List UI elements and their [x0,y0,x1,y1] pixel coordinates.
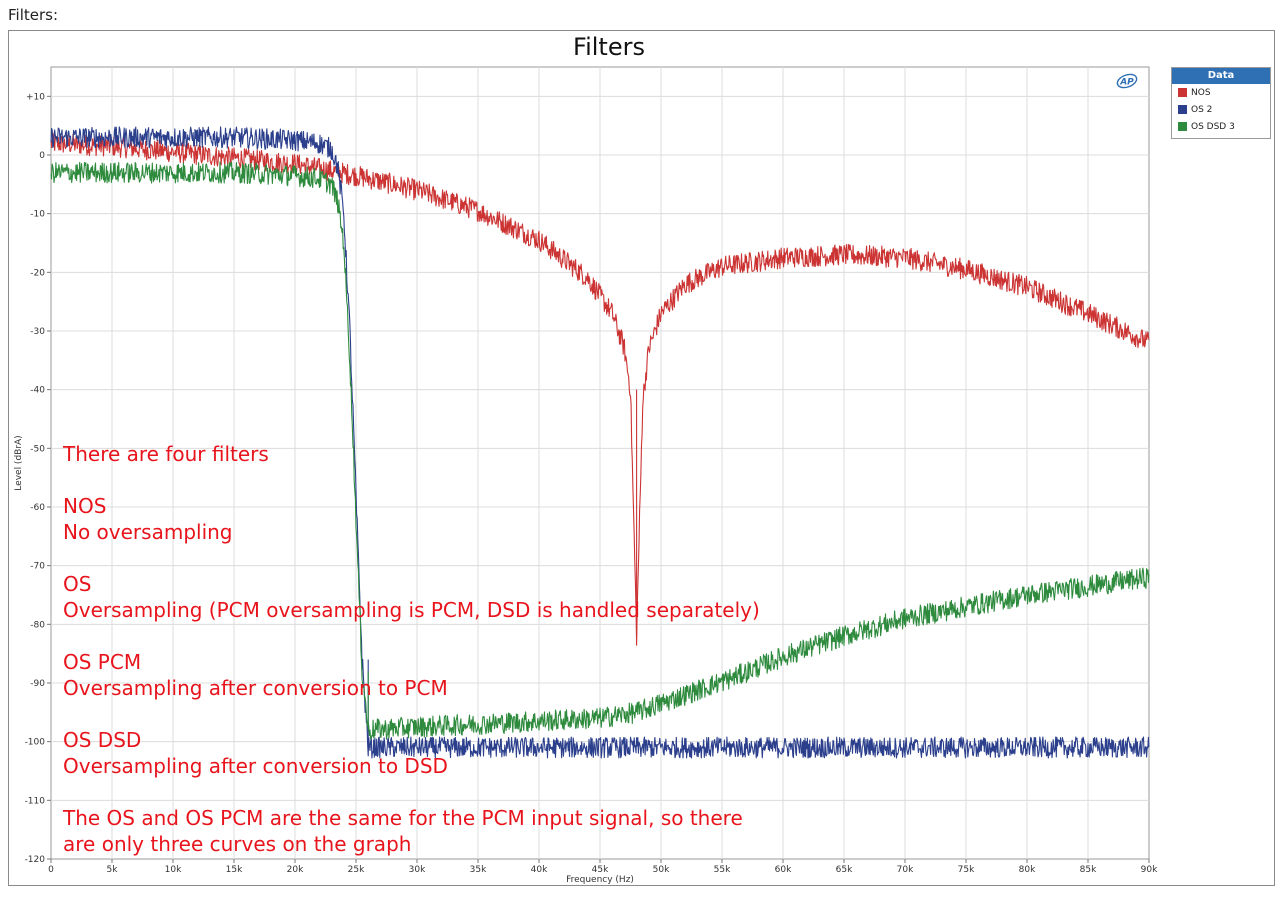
y-tick-label: -120 [25,855,46,865]
legend-item-os-dsd[interactable]: OS DSD 3 [1172,118,1270,135]
annotation-line: Oversampling after conversion to DSD [63,754,448,778]
series-layer [50,126,1150,759]
legend-item-os[interactable]: OS 2 [1172,101,1270,118]
x-tick-label: 50k [653,865,670,875]
series-line-os [50,126,1150,759]
y-axis-label: Level (dBrA) [14,435,24,490]
x-tick-label: 0 [48,865,54,875]
y-tick-label: -100 [25,738,46,748]
x-axis-label: Frequency (Hz) [566,875,634,885]
chart-legend: Data NOS OS 2 OS DSD 3 [1171,67,1271,139]
legend-swatch-os-dsd [1178,122,1187,131]
x-tick-label: 10k [165,865,182,875]
legend-label-os-dsd: OS DSD 3 [1191,121,1235,132]
y-tick-label: -80 [30,620,45,630]
y-tick-label: 0 [39,151,45,161]
chart-title: Filters [573,33,645,61]
x-tick-label: 90k [1141,865,1158,875]
chart-frame: Filters 0 5k 10k 15k 20k 25k 30k 35k 40k 45k 50k 55… [8,30,1275,886]
y-tick-label: -50 [30,444,45,454]
x-tick-label: 15k [226,865,243,875]
chart-plot: 0 5k 10k 15k 20k 25k 30k 35k 40k 45k 50k 55k 60k 65k 7… [14,66,1158,885]
x-tick-label: 25k [348,865,365,875]
annotation-line: Oversampling (PCM oversampling is PCM, D… [63,598,760,622]
y-tick-label: -30 [30,327,45,337]
annotation-line: OS DSD [63,728,142,752]
x-tick-label: 30k [409,865,426,875]
ap-logo-text: AP [1119,78,1134,88]
annotation-line: OS [63,572,92,596]
annotation-line: There are four filters [63,442,269,466]
annotation-line: No oversampling [63,520,233,544]
y-tick-label: -10 [30,210,45,220]
y-tick-label: -90 [30,679,45,689]
grid-layer [50,66,1150,860]
annotation-line [63,545,760,571]
x-tick-label: 60k [775,865,792,875]
y-tick-label: -70 [30,562,45,572]
annotation-line: The OS and OS PCM are the same for the P… [63,806,743,830]
x-tick-label: 5k [107,865,119,875]
y-tick-label: -40 [30,386,45,396]
annotation-line: are only three curves on the graph [63,832,412,856]
legend-swatch-os [1178,105,1187,114]
annotation-line: NOS [63,494,107,518]
annotation-line [63,467,760,493]
x-tick-label: 80k [1019,865,1036,875]
annotation-line [63,779,760,805]
x-tick-label: 65k [836,865,853,875]
y-tick-label: -110 [25,796,46,806]
series-line-nos [50,132,1150,646]
legend-swatch-nos [1178,88,1187,97]
x-tick-label: 75k [958,865,975,875]
x-tick-label: 45k [592,865,609,875]
x-tick-label: 70k [897,865,914,875]
legend-item-nos[interactable]: NOS [1172,84,1270,101]
y-tick-label: -20 [30,268,45,278]
series-line-os-dsd [50,161,1150,740]
x-tick-label: 85k [1080,865,1097,875]
ap-logo: AP [1116,73,1138,89]
x-tick-label: 20k [287,865,304,875]
annotation-line [63,623,760,649]
ap-logo-ring [1116,73,1138,89]
x-tick-label: 40k [531,865,548,875]
page-label: Filters: [8,6,59,24]
y-tick-label: -60 [30,503,45,513]
legend-title: Data [1172,68,1270,84]
legend-label-os: OS 2 [1191,104,1213,115]
annotation-block: There are four filters NOS No oversampli… [63,441,760,857]
x-tick-label: 55k [714,865,731,875]
annotation-line [63,701,760,727]
legend-label-nos: NOS [1191,87,1211,98]
y-tick-label: +10 [26,92,45,102]
annotation-line: OS PCM [63,650,142,674]
annotation-line: Oversampling after conversion to PCM [63,676,448,700]
axis-layer: 0 5k 10k 15k 20k 25k 30k 35k 40k 45k 50k 55k 60k 65k 7… [14,92,1158,885]
x-tick-label: 35k [470,865,487,875]
